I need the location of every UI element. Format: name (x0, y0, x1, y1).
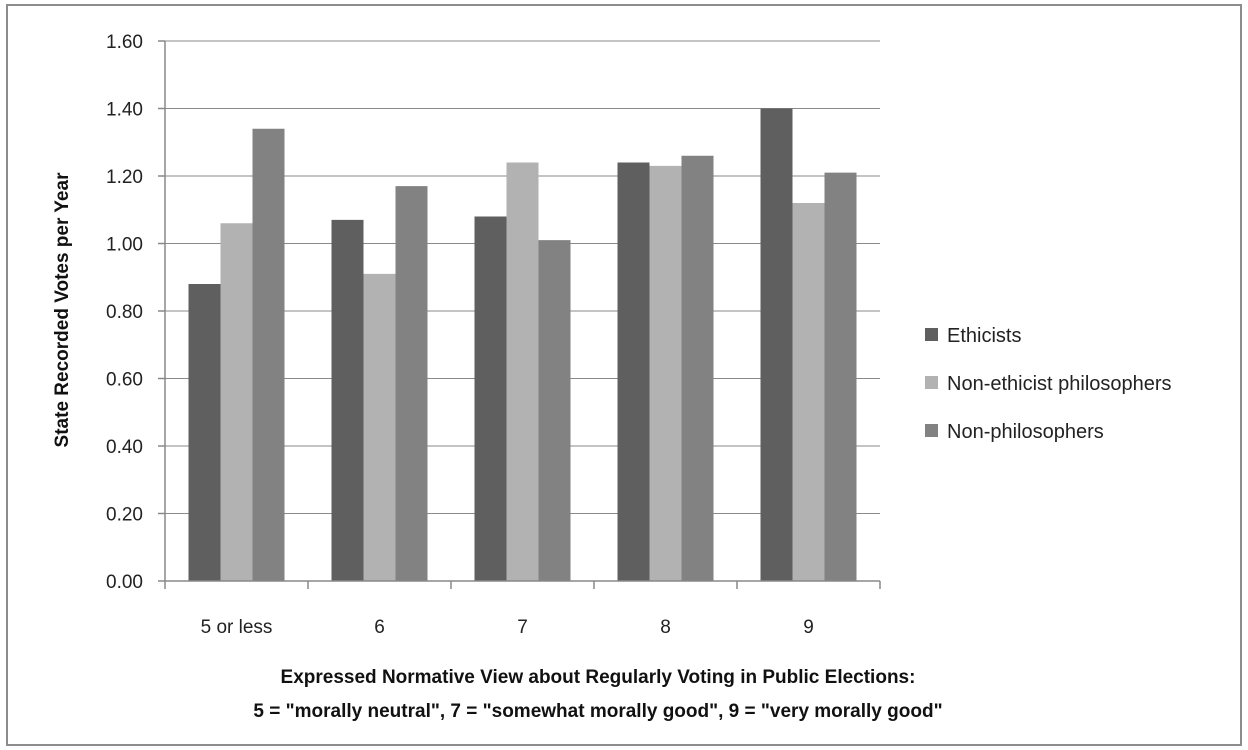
bar (474, 216, 507, 581)
x-axis-label-line1: Expressed Normative View about Regularly… (281, 667, 916, 688)
y-tick-label: 1.20 (106, 167, 143, 188)
x-tick-label: 5 or less (201, 617, 273, 638)
x-tick-label: 9 (803, 617, 814, 638)
bar (538, 240, 571, 581)
legend-swatch (925, 376, 938, 389)
y-tick-label: 0.60 (106, 370, 143, 391)
y-tick-label: 0.00 (106, 572, 143, 593)
y-tick-label: 1.40 (106, 100, 143, 121)
bar (188, 284, 221, 581)
y-tick-label: 0.20 (106, 505, 143, 526)
y-tick-label: 1.00 (106, 235, 143, 256)
bar (506, 162, 539, 581)
bar (363, 273, 396, 581)
x-tick-label: 7 (517, 617, 528, 638)
legend-swatch (925, 424, 938, 437)
legend-label: Ethicists (947, 325, 1021, 347)
bar (792, 203, 825, 581)
x-tick-labels: 5 or less 6 7 8 9 (164, 581, 881, 638)
y-tick-label: 0.80 (106, 302, 143, 323)
legend-label: Non-philosophers (947, 421, 1104, 443)
bar (760, 108, 793, 581)
bar (220, 223, 253, 581)
bar (824, 172, 857, 581)
bar (331, 219, 364, 581)
legend-swatch (925, 328, 938, 341)
y-tick-label: 0.40 (106, 437, 143, 458)
bar (252, 128, 285, 581)
y-axis-label: State Recorded Votes per Year (52, 172, 73, 448)
bar (395, 186, 428, 581)
y-tick-labels: 0.00 0.20 0.40 0.60 0.80 1.00 1.20 1.40 1.60 (106, 32, 165, 593)
bars (188, 108, 857, 581)
bar (617, 162, 650, 581)
x-tick-label: 6 (374, 617, 385, 638)
x-axis-label-line2: 5 = "morally neutral", 7 = "somewhat mor… (253, 701, 942, 722)
x-tick-label: 8 (660, 617, 671, 638)
y-tick-label: 1.60 (106, 32, 143, 53)
legend: Ethicists Non-ethicist philosophers Non-ph… (925, 325, 1172, 443)
legend-label: Non-ethicist philosophers (947, 373, 1172, 395)
bar (681, 155, 714, 581)
bar (649, 165, 682, 581)
